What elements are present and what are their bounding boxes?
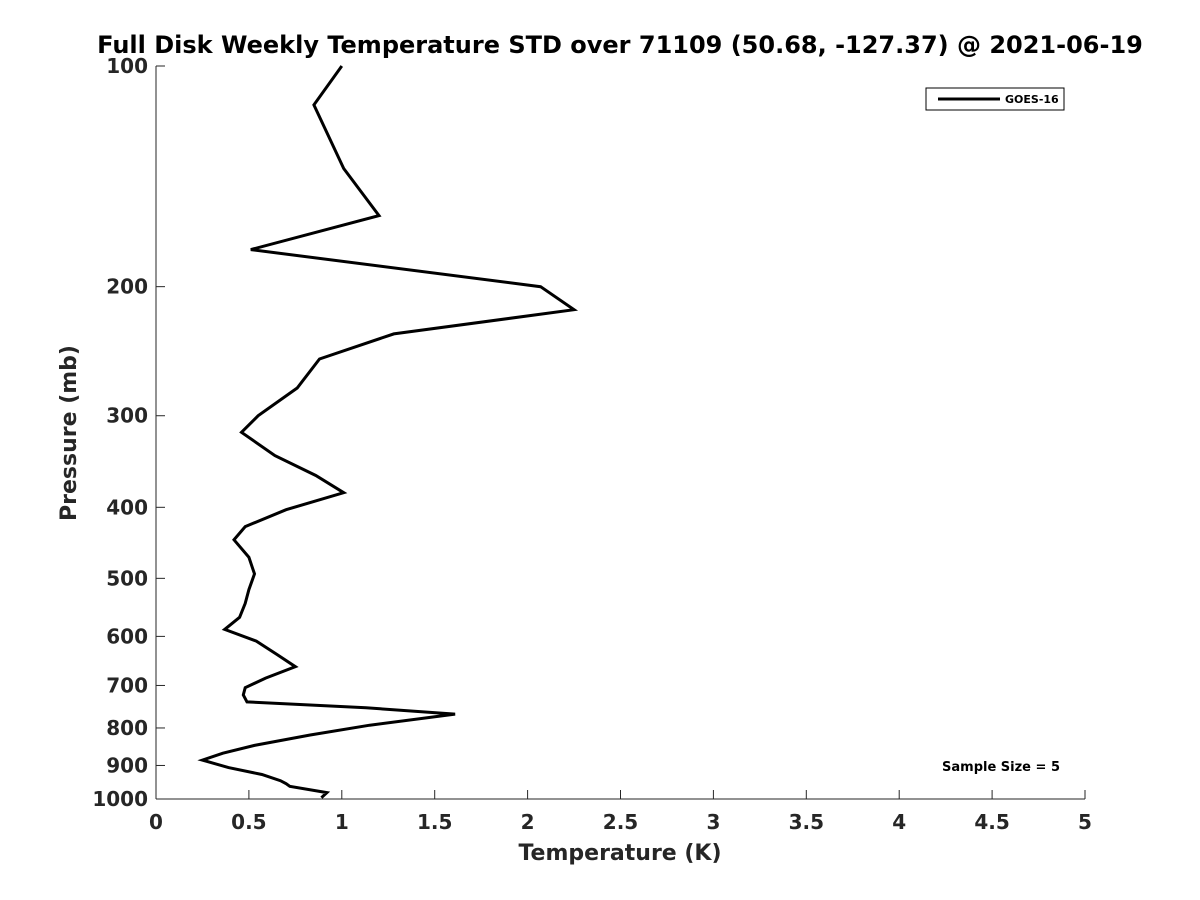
y-tick-label: 700 xyxy=(106,673,148,697)
y-tick-label: 1000 xyxy=(92,787,148,811)
x-axis-label: Temperature (K) xyxy=(518,841,721,866)
x-tick-label: 2.5 xyxy=(603,810,638,834)
y-tick-label: 900 xyxy=(106,753,148,777)
y-tick-label: 400 xyxy=(106,495,148,519)
x-tick-label: 0.5 xyxy=(231,810,266,834)
x-tick-label: 1 xyxy=(335,810,349,834)
x-tick-label: 3.5 xyxy=(789,810,824,834)
y-axis-label: Pressure (mb) xyxy=(57,345,82,521)
plot-area: 0 0.5 1 1.5 2 2.5 3 3.5 4 4.5 5 100 200 300 400 500 600 7… xyxy=(92,54,1092,834)
legend: GOES-16 xyxy=(925,87,1065,111)
y-tick-label: 800 xyxy=(106,716,148,740)
x-tick-label: 4 xyxy=(892,810,906,834)
series-line-goes-16 xyxy=(197,65,579,799)
x-tick-label: 5 xyxy=(1078,810,1092,834)
legend-entry-goes-16: GOES-16 xyxy=(1005,93,1059,106)
x-tick-label: 4.5 xyxy=(974,810,1009,834)
y-tick-label: 100 xyxy=(106,54,148,78)
y-tick-label: 200 xyxy=(106,275,148,299)
chart-title: Full Disk Weekly Temperature STD over 71… xyxy=(97,31,1143,59)
x-tick-label: 2 xyxy=(521,810,535,834)
y-tick-label: 300 xyxy=(106,404,148,428)
y-tick-label: 600 xyxy=(106,624,148,648)
y-tick-label: 500 xyxy=(106,566,148,590)
sample-size-annotation: Sample Size = 5 xyxy=(942,760,1060,775)
x-tick-label: 0 xyxy=(149,810,163,834)
x-tick-label: 3 xyxy=(706,810,720,834)
x-tick-label: 1.5 xyxy=(417,810,452,834)
